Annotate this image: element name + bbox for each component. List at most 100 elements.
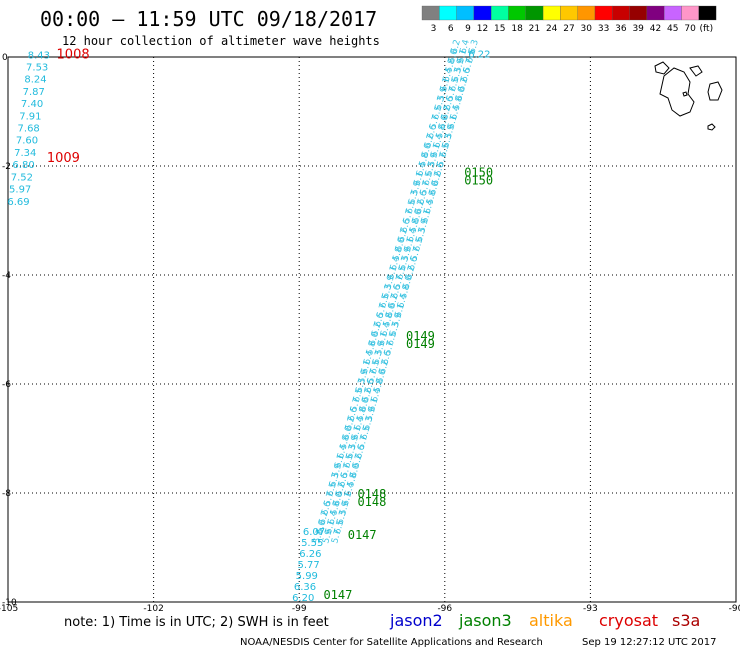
track-swh-label: 6.5: [378, 293, 391, 309]
track-swh-label: 6.1: [456, 48, 469, 64]
legend-scale-label: 70: [684, 24, 696, 34]
mission-label: s3a: [672, 611, 700, 630]
track-swh-label: 5.7: [366, 368, 379, 384]
track-swh-label: 6.5: [431, 105, 444, 121]
track-swh-label: 6.0: [420, 142, 434, 159]
track-swh-value: 6.20: [292, 593, 314, 604]
track-swh-label: 6.4: [415, 161, 429, 178]
track-swh-label: 6.6: [380, 349, 394, 366]
track-swh-value: 5.77: [297, 560, 319, 571]
swh-value-label: 5.97: [9, 185, 31, 196]
track-swh-label: 6.0: [315, 519, 329, 536]
legend-scale-label: 39: [632, 24, 644, 34]
track-swh-label: 6.1: [386, 265, 399, 281]
track-swh-label: 6.6: [416, 189, 430, 206]
pass-time-label: 0148: [357, 495, 386, 509]
track-swh-label: 5.8: [382, 311, 396, 328]
swh-value-label: 7.87: [23, 87, 45, 98]
y-tick-label: -4: [2, 271, 11, 281]
legend-scale-label: 45: [667, 24, 678, 34]
track-swh-label: 6.1: [403, 236, 416, 252]
track-swh-label: 6.5: [448, 76, 461, 92]
legend-color-swatch: [525, 5, 544, 21]
track-swh-label: 6.5: [395, 265, 408, 281]
track-swh-label: 6.6: [399, 217, 413, 234]
legend-scale-label: 15: [494, 24, 505, 34]
track-swh-label: 6.4: [389, 255, 403, 272]
track-swh-label: 6.6: [433, 161, 447, 178]
track-swh-label: 6.0: [411, 208, 425, 225]
legend-color-swatch: [664, 5, 682, 21]
track-swh-label: 6.2: [431, 170, 444, 186]
track-swh-label: 6.2: [449, 39, 462, 55]
track-swh-label: 6.4: [343, 481, 357, 498]
track-swh-label: 6.3: [415, 227, 428, 243]
track-swh-label: 6.0: [385, 302, 399, 319]
track-swh-value: 5.55: [301, 538, 323, 549]
track-swh-label: 5.9: [365, 406, 379, 423]
track-swh-label: 6.0: [368, 330, 382, 347]
track-swh-label: 6.5: [386, 331, 399, 347]
swh-value-label: 6.80: [12, 160, 34, 171]
track-swh-label: 5.8: [435, 123, 449, 140]
legend-color-swatch: [491, 5, 509, 21]
legend-color-swatch: [698, 5, 717, 21]
pass-time-label: 0150: [464, 165, 493, 179]
track-swh-label: 5.7: [330, 528, 343, 544]
track-swh-label: 5.7: [428, 114, 441, 130]
track-swh-label: 6.3: [354, 378, 367, 394]
legend-color-swatch: [629, 5, 648, 21]
track-swh-label: 5.8: [399, 283, 413, 300]
chart-subtitle: 12 hour collection of altimeter wave hei…: [62, 34, 380, 48]
track-swh-label: 6.2: [378, 359, 391, 375]
track-swh-label: 5.7: [409, 246, 422, 262]
track-swh-label: 6.4: [362, 349, 376, 366]
track-swh-label: 5.7: [376, 302, 389, 318]
track-swh-label: 6.2: [387, 293, 400, 309]
track-swh-label: 6.2: [317, 509, 330, 525]
legend-color-swatch: [439, 5, 457, 21]
track-swh-label: 6.6: [443, 95, 457, 112]
track-swh-label: 5.8: [391, 246, 405, 263]
legend-color-swatch: [542, 5, 561, 21]
track-swh-label: 5.9: [417, 217, 431, 234]
track-swh-label: 6.1: [350, 425, 363, 441]
track-swh-label: 5.9: [436, 85, 450, 102]
legend-color-swatch: [681, 5, 699, 21]
track-swh-label: 6.4: [423, 198, 437, 215]
track-swh-label: 6.4: [326, 509, 340, 526]
track-swh-label: 6.4: [370, 387, 384, 404]
track-swh-label: 6.1: [394, 302, 407, 318]
track-swh-label: 5.9: [374, 340, 388, 357]
track-swh-label: 6.0: [358, 396, 372, 413]
track-swh-label: 6.6: [347, 406, 361, 423]
pressure-label: 1009: [47, 151, 80, 166]
track-swh-label: 5.8: [418, 151, 432, 168]
track-swh-label: 6.4: [458, 38, 472, 55]
legend-color-swatch: [456, 5, 475, 21]
track-swh-label: 6.4: [336, 443, 350, 460]
mission-label: cryosat: [599, 611, 658, 630]
track-swh-label: 6.6: [460, 67, 474, 84]
track-swh-label: 6.3: [424, 161, 437, 177]
track-swh-label: 5.9: [357, 368, 371, 385]
track-swh-label: 6.0: [437, 114, 451, 131]
track-swh-label: 6.6: [337, 472, 351, 489]
track-top-label: 6.22: [468, 49, 490, 60]
track-swh-label: 6.3: [467, 39, 480, 55]
x-tick-label: -93: [583, 604, 598, 614]
track-swh-label: 5.7: [323, 491, 336, 507]
track-swh-label: 6.5: [405, 199, 418, 215]
track-swh-label: 5.7: [402, 208, 415, 224]
legend-scale-label: 21: [529, 24, 540, 34]
footer-timestamp: Sep 19 12:27:12 UTC 2017: [582, 637, 716, 648]
track-swh-label: 6.3: [328, 472, 341, 488]
track-swh-label: 5.9: [427, 151, 441, 168]
track-swh-label: 6.3: [388, 321, 401, 337]
legend-scale-label: 3: [431, 24, 437, 34]
track-swh-label: 5.8: [372, 377, 386, 394]
track-swh-label: 6.3: [441, 133, 454, 149]
legend-color-swatch: [421, 5, 440, 21]
track-swh-label: 6.5: [412, 236, 425, 252]
